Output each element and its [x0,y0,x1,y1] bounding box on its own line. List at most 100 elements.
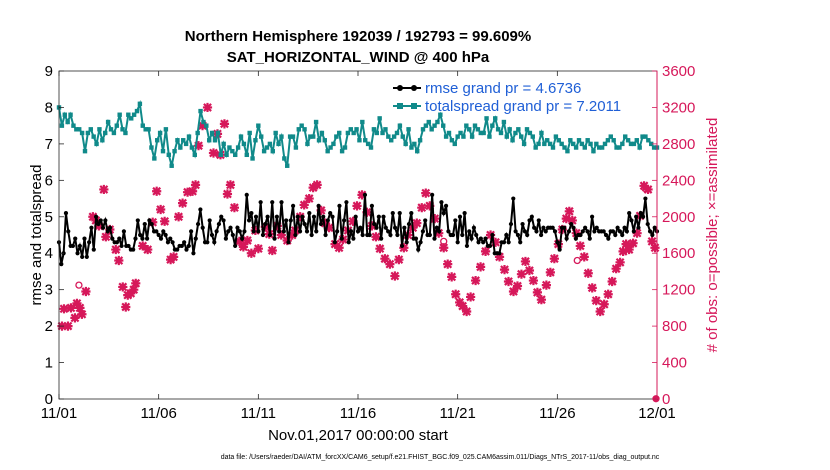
obs-assimilated-mark [499,265,510,275]
rmse-point [441,211,446,216]
totalspread-point [374,130,379,136]
totalspread-point [85,130,91,136]
y2-tick-label: 400 [662,355,687,372]
obs-assimilated-mark [494,252,505,262]
rmse-point [511,196,516,201]
totalspread-point [316,138,322,143]
totalspread-point [513,130,518,136]
obs-assimilated-mark [443,259,453,269]
rmse-point [358,225,363,230]
totalspread-point [354,127,359,132]
obs-assimilated-mark [579,252,589,262]
rmse-point [179,243,184,249]
obs-assimilated-point [430,214,440,224]
y-axis-label: rmse and totalspread [28,165,45,306]
totalspread-point [397,123,403,128]
totalspread-point [311,134,316,139]
rmse-point [77,243,82,249]
totalspread-point [117,112,122,117]
totalspread-point [360,119,365,125]
totalspread-point [527,130,533,136]
totalspread-point [215,130,221,136]
obs-assimilated-mark [316,205,326,215]
rmse-point [355,229,361,234]
rmse-point [221,218,226,223]
rmse-point [270,200,275,205]
obs-assimilated-point [524,265,535,276]
legend-spread-label: totalspread grand pr = 7.2011 [425,98,621,115]
obs-assimilated-mark [187,186,198,196]
totalspread-point [331,141,336,147]
totalspread-point [339,148,345,154]
rmse-point [133,236,138,241]
rmse-point [346,240,351,245]
rmse-point [367,232,372,238]
obs-assimilated-mark [177,198,188,208]
obs-assimilated-point [567,215,577,226]
obs-assimilated-mark [222,189,233,199]
totalspread-point [261,148,267,154]
totalspread-point [501,119,507,125]
totalspread-point [108,127,114,132]
rmse-point [590,214,595,219]
obs-assimilated-mark [524,265,535,276]
totalspread-point [322,138,327,143]
rmse-point [627,211,632,216]
obs-assimilated-point [219,119,230,129]
obs-assimilated-point [591,296,601,306]
totalspread-point [186,134,192,139]
totalspread-point [611,138,616,143]
totalspread-point [207,138,212,143]
obs-assimilated-point [425,201,435,211]
rmse-point [457,214,463,219]
totalspread-point [412,141,417,147]
rmse-point [316,203,321,208]
obs-assimilated-point [114,255,124,266]
obs-assimilated-point [394,255,404,265]
obs-assimilated-point [143,244,153,255]
totalspread-point [224,152,229,158]
rmse-point [395,232,400,238]
rmse-point [91,247,96,252]
rmse-point [541,225,546,230]
obs-assimilated-mark [430,214,440,224]
rmse-point [131,247,136,252]
rmse-point [650,232,655,238]
totalspread-point [270,148,275,154]
totalspread-point [123,130,128,136]
rmse-point [443,203,449,208]
obs-assimilated-mark [451,289,461,299]
totalspread-point [363,138,368,143]
totalspread-point [507,127,512,132]
rmse-point [529,214,534,219]
rmse-point [318,221,324,227]
rmse-point [362,192,368,198]
obs-assimilated-point [621,239,631,249]
rmse-point [89,225,94,230]
obs-assimilated-point [508,286,519,297]
totalspread-point [426,119,431,125]
rmse-point [182,240,187,245]
y-tick-label: 8 [45,99,53,116]
obs-assimilated-mark [129,285,139,295]
totalspread-point [160,148,166,154]
obs-assimilated-point [583,268,593,278]
rmse-point [464,243,470,249]
obs-assimilated-point [234,236,244,246]
obs-assimilated-mark [282,235,292,246]
rmse-point [353,214,358,219]
totalspread-point [129,116,134,121]
rmse-point [351,236,356,241]
totalspread-point [467,127,472,132]
obs-assimilated-point [499,265,510,275]
totalspread-point [91,134,96,139]
obs-assimilated-point [520,256,531,267]
totalspread-point [140,123,145,128]
totalspread-point [429,127,434,132]
totalspread-point [571,141,576,147]
rmse-point [552,229,558,234]
obs-assimilated-mark [615,257,625,267]
obs-assimilated-mark [399,243,409,253]
totalspread-point [441,123,446,128]
